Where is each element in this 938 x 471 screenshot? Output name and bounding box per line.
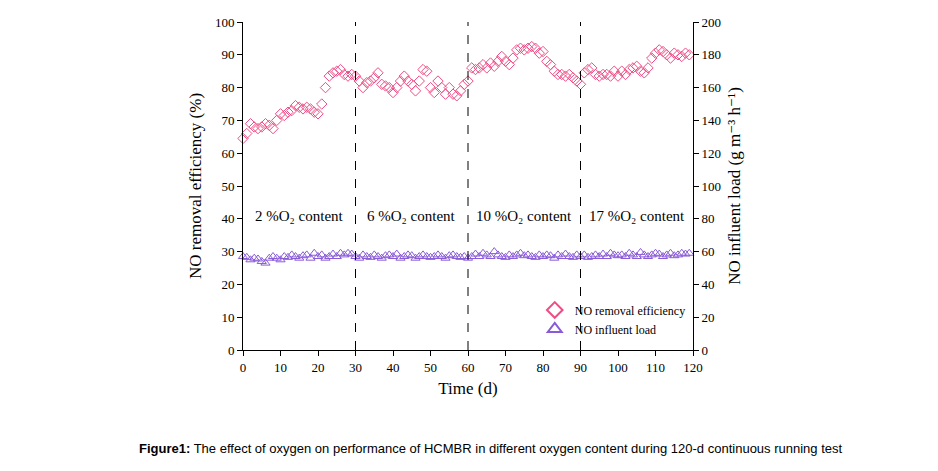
svg-text:20: 20 <box>221 277 234 292</box>
svg-text:20: 20 <box>312 360 325 375</box>
svg-text:0: 0 <box>702 343 709 358</box>
svg-text:NO removal efficiency: NO removal efficiency <box>575 304 685 318</box>
svg-text:90: 90 <box>221 47 234 62</box>
svg-text:40: 40 <box>387 360 400 375</box>
svg-text:110: 110 <box>646 360 665 375</box>
svg-text:60: 60 <box>702 244 715 259</box>
svg-text:NO removal efficiency (%): NO removal efficiency (%) <box>186 93 205 279</box>
svg-text:60: 60 <box>462 360 475 375</box>
svg-text:120: 120 <box>702 146 722 161</box>
svg-text:160: 160 <box>702 80 722 95</box>
svg-text:140: 140 <box>702 113 722 128</box>
svg-text:100: 100 <box>215 15 235 30</box>
svg-text:0: 0 <box>228 343 235 358</box>
svg-text:50: 50 <box>221 179 234 194</box>
svg-text:90: 90 <box>574 360 587 375</box>
svg-text:80: 80 <box>702 211 715 226</box>
svg-text:NO influent load (g m⁻³ h⁻¹): NO influent load (g m⁻³ h⁻¹) <box>725 87 744 285</box>
svg-text:0: 0 <box>240 360 247 375</box>
svg-text:10: 10 <box>221 310 234 325</box>
svg-text:80: 80 <box>537 360 550 375</box>
svg-text:2 %O₂ content: 2 %O₂ content <box>255 208 344 224</box>
svg-text:17 %O₂ content: 17 %O₂ content <box>589 208 685 224</box>
svg-text:Time (d): Time (d) <box>438 379 497 398</box>
svg-text:50: 50 <box>424 360 437 375</box>
svg-text:60: 60 <box>221 146 234 161</box>
svg-text:30: 30 <box>349 360 362 375</box>
svg-text:180: 180 <box>702 47 722 62</box>
svg-text:40: 40 <box>702 277 715 292</box>
svg-text:80: 80 <box>221 80 234 95</box>
svg-text:10: 10 <box>274 360 287 375</box>
svg-text:20: 20 <box>702 310 715 325</box>
svg-text:30: 30 <box>221 244 234 259</box>
svg-text:NO influent load: NO influent load <box>575 323 656 337</box>
svg-text:100: 100 <box>702 179 722 194</box>
svg-text:100: 100 <box>608 360 628 375</box>
svg-text:40: 40 <box>221 211 234 226</box>
svg-text:6 %O₂ content: 6 %O₂ content <box>367 208 456 224</box>
svg-text:70: 70 <box>221 113 234 128</box>
svg-text:70: 70 <box>499 360 512 375</box>
svg-text:200: 200 <box>702 15 722 30</box>
svg-text:10 %O₂ content: 10 %O₂ content <box>476 208 572 224</box>
svg-text:120: 120 <box>683 360 703 375</box>
svg-text:Figure1: The effect of oxygen: Figure1: The effect of oxygen on perform… <box>139 441 843 456</box>
